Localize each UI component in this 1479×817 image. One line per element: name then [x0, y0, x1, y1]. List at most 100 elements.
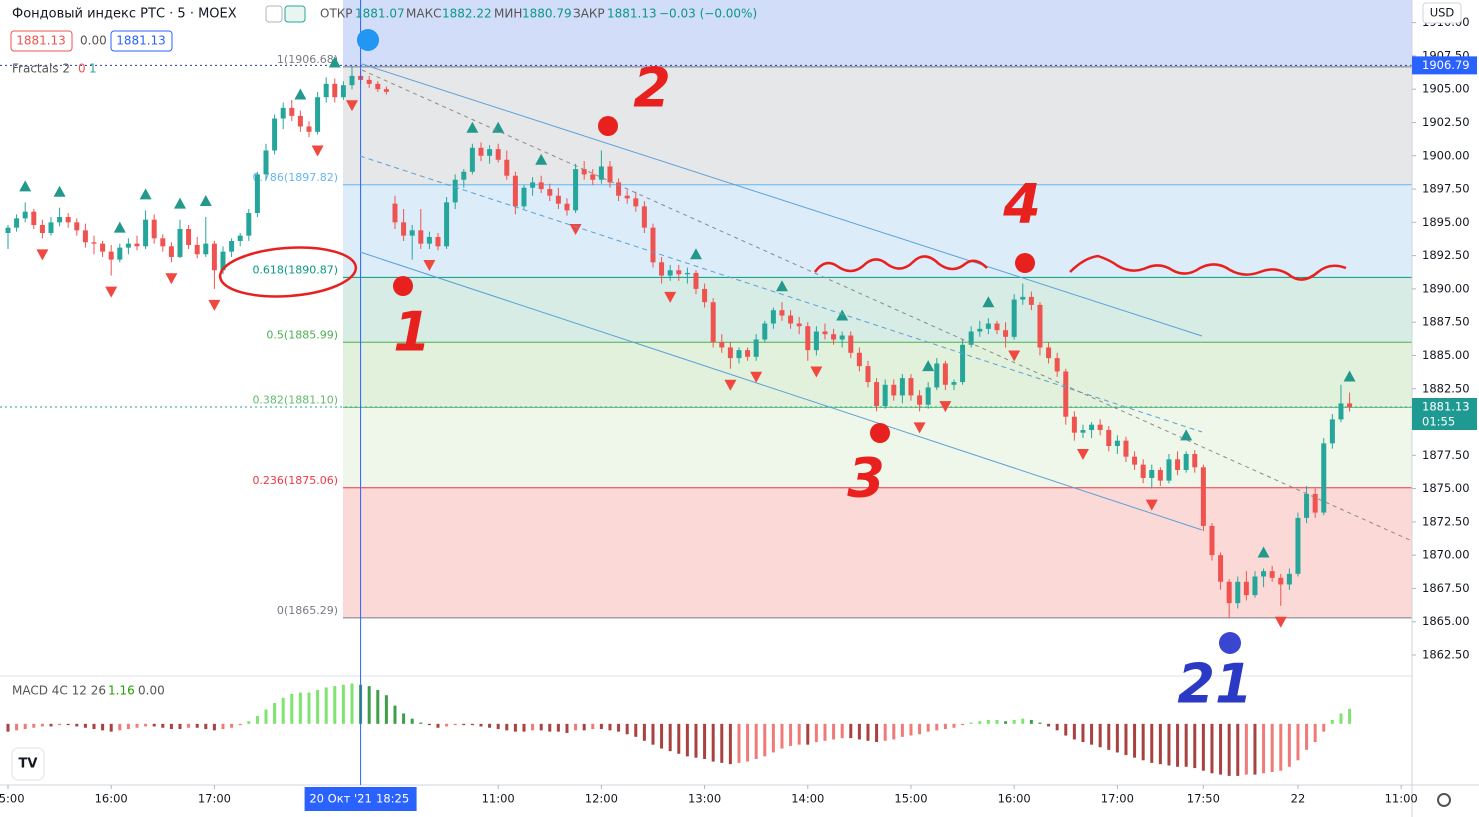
macd-bar: [1201, 723, 1205, 771]
currency-button[interactable]: [1422, 2, 1462, 24]
point-mark: [393, 276, 413, 296]
indicator-name: Fractals 2: [12, 62, 70, 76]
fib-band: [343, 0, 1412, 67]
currency: USD: [1430, 6, 1455, 20]
compare-icon[interactable]: [284, 5, 306, 23]
eye-icon[interactable]: [265, 5, 283, 23]
candle-body: [899, 378, 905, 396]
candle-body: [573, 169, 579, 211]
macd-bar: [711, 723, 715, 762]
y-tick-label: 1870.00: [1422, 548, 1470, 562]
candle-body: [237, 235, 243, 241]
macd-bar: [109, 723, 113, 732]
macd-bar: [470, 723, 474, 726]
sell-button[interactable]: [10, 30, 73, 52]
macd-bar: [556, 723, 560, 732]
candle-body: [960, 344, 966, 383]
candle-body: [994, 323, 1000, 331]
macd-bar: [230, 723, 234, 728]
fib-label: 0.5(1885.99): [266, 328, 338, 341]
candle-body: [1235, 581, 1241, 604]
candle-body: [934, 363, 940, 388]
ohlc-value: 1881.07: [355, 7, 405, 21]
fractal-up: [19, 180, 32, 192]
macd-bar: [238, 723, 242, 726]
candle-body: [211, 243, 217, 271]
candle-body: [392, 203, 398, 223]
candle-body: [315, 97, 321, 132]
macd-bar: [445, 723, 449, 727]
candle-body: [1106, 430, 1112, 447]
fractal-up: [535, 153, 548, 165]
candle-body: [125, 243, 131, 248]
macd-bar: [875, 723, 879, 743]
ohlc-value: 1881.13: [607, 7, 657, 21]
candle-body: [340, 85, 346, 98]
macd-bar: [1236, 723, 1240, 776]
candle-body: [942, 363, 948, 385]
candle-body: [762, 323, 768, 340]
candle-body: [168, 246, 174, 257]
macd-bar: [152, 723, 156, 727]
candle-body: [1028, 296, 1034, 305]
fib-band: [343, 277, 1412, 343]
crosshair-time: 18:25: [376, 792, 409, 806]
buy-button[interactable]: [110, 30, 173, 52]
fractal-up: [922, 360, 935, 372]
macd-bar: [1253, 723, 1257, 775]
candle-body: [487, 149, 493, 156]
candle-body: [220, 251, 226, 271]
macd-bar: [350, 683, 354, 724]
point-mark: [357, 29, 379, 51]
macd-bar: [255, 716, 259, 724]
fib-label: 0.236(1875.06): [252, 474, 338, 487]
candle-body: [48, 222, 54, 233]
macd-bar: [625, 723, 629, 735]
y-tick-label: 1905.00: [1422, 82, 1470, 96]
candle-body: [1338, 403, 1344, 420]
macd-bar: [1167, 723, 1171, 766]
candle-body: [882, 384, 888, 407]
candle-body: [1252, 576, 1258, 596]
annotation: 4: [1002, 173, 1041, 236]
fractal-down: [939, 401, 952, 413]
ohlc-label: МАКС: [406, 7, 441, 21]
candle-body: [91, 242, 97, 244]
macd-bar: [892, 723, 896, 740]
macd-bar: [204, 723, 208, 730]
macd-bar: [436, 723, 440, 728]
candle-body: [1175, 459, 1181, 470]
wave-mark: [1069, 254, 1347, 281]
candle-body: [117, 247, 123, 260]
macd-bar: [1210, 723, 1214, 774]
y-tick-label: 1867.50: [1422, 581, 1470, 595]
candle-body: [186, 228, 192, 245]
fractal-up: [113, 221, 126, 233]
y-tick-label: 1895.00: [1422, 215, 1470, 229]
fractal-down: [36, 249, 49, 261]
fib-label: 0.618(1890.87): [252, 263, 338, 276]
macd-bar: [694, 723, 698, 758]
fractal-up: [466, 121, 479, 133]
ohlc-value: 1880.79: [522, 7, 572, 21]
logo[interactable]: [11, 747, 45, 781]
candle-body: [856, 352, 862, 367]
candle-body: [254, 174, 260, 214]
macd-bar: [23, 723, 27, 730]
ohlc-label: ЗАКР: [573, 7, 605, 21]
macd-bar: [961, 723, 965, 726]
candle-body: [1304, 493, 1310, 518]
macd-bar: [814, 723, 818, 743]
fractal-up: [836, 309, 849, 321]
candle-body: [5, 227, 11, 233]
macd-bar: [849, 723, 853, 739]
macd-bar: [195, 723, 199, 728]
candle-body: [100, 243, 106, 252]
candle-body: [521, 187, 527, 207]
macd-bar: [1021, 718, 1025, 724]
settings-icon[interactable]: [1437, 793, 1451, 807]
macd-bar: [926, 723, 930, 732]
macd-bar: [118, 723, 122, 731]
macd-bar: [126, 723, 130, 730]
candle-body: [1183, 453, 1189, 470]
